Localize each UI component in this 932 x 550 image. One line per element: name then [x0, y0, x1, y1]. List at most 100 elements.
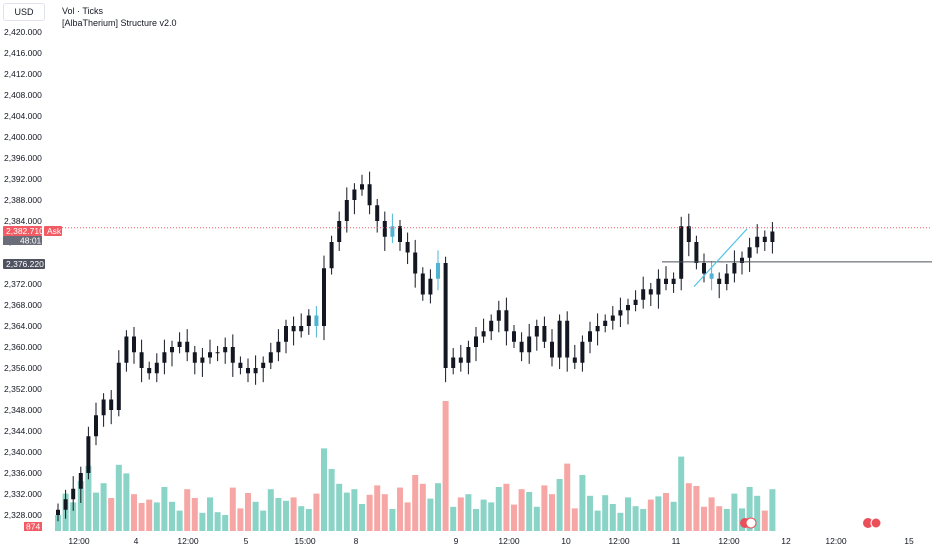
candle-body	[694, 242, 699, 263]
level-price-text: 2,376.220	[6, 259, 44, 269]
candle-body	[588, 331, 592, 342]
volume-bar	[351, 489, 358, 531]
candle-body	[428, 278, 433, 295]
volume-bar	[693, 486, 700, 531]
candle-body	[580, 341, 585, 363]
candle-body	[94, 415, 98, 437]
volume-bar	[328, 469, 335, 531]
candle-body	[86, 436, 91, 473]
time-tick-label: 12	[781, 536, 791, 546]
volume-bar	[108, 498, 115, 531]
volume-bar	[716, 506, 723, 531]
time-axis[interactable]: 12:00 4 12:00 5 15:00 8 9 12:00 10 12:00 11 12:00 12…	[68, 536, 914, 546]
candle-body	[420, 273, 425, 295]
candle-body	[63, 499, 68, 510]
countdown-badge: 48:01	[3, 236, 42, 246]
candle-body	[101, 399, 106, 416]
volume-bar	[457, 497, 464, 531]
candle-body	[208, 352, 212, 358]
time-tick-label: 12:00	[718, 536, 740, 546]
volume-bar	[754, 495, 761, 531]
price-tick-label: 2,332.000	[4, 489, 42, 499]
candle-body	[755, 236, 760, 248]
time-tick-label: 11	[672, 536, 681, 546]
candle-body	[329, 242, 334, 269]
volume-bar	[518, 489, 525, 531]
currency-button[interactable]: USD	[3, 3, 45, 21]
candle-body	[724, 273, 729, 284]
candle-body	[626, 305, 630, 311]
trendline[interactable]	[693, 228, 748, 288]
candle-body	[466, 347, 471, 363]
candle-body	[656, 278, 661, 295]
volume-bar	[442, 401, 449, 531]
candle-body	[284, 326, 288, 342]
volume-bar	[260, 510, 267, 531]
candle-body	[382, 221, 387, 237]
candle-body	[610, 315, 615, 321]
candle-body	[527, 336, 532, 353]
volume-bar	[556, 479, 563, 531]
volume-bar	[594, 510, 601, 531]
candle-body	[215, 352, 220, 354]
volume-bar	[602, 495, 609, 531]
volume-bar	[222, 515, 229, 531]
candle-body	[139, 352, 144, 368]
candle-body	[641, 289, 646, 300]
candlesticks	[56, 171, 775, 522]
candle-body	[177, 341, 182, 347]
candle-body	[519, 341, 524, 353]
candle-body	[132, 336, 136, 353]
volume-bar	[549, 494, 555, 531]
volume-bar	[663, 493, 669, 531]
price-axis[interactable]: 2,420.000 2,416.000 2,412.000 2,408.000 2,40…	[4, 27, 42, 520]
volume-bar	[412, 475, 419, 531]
candle-body	[474, 336, 478, 347]
volume-bar	[670, 501, 677, 531]
volume-bar	[305, 509, 312, 531]
volume-bar	[655, 496, 662, 531]
candle-body	[116, 362, 121, 410]
candle-body	[512, 331, 516, 342]
level-badge: 2,376.220	[3, 259, 45, 269]
candle-body	[192, 352, 197, 363]
volume-bars	[55, 401, 776, 531]
candle-body	[322, 268, 326, 326]
flag-icon[interactable]	[740, 517, 757, 529]
candle-body	[762, 236, 767, 242]
volume-bar	[252, 501, 259, 531]
volume-bar	[533, 506, 540, 531]
volume-bar	[169, 501, 175, 531]
candle-body	[603, 320, 608, 326]
volume-bar	[571, 508, 578, 531]
volume-bar	[176, 510, 183, 531]
candle-body	[595, 326, 600, 332]
price-tick-label: 2,372.000	[4, 279, 42, 289]
symbol-line: Vol · Ticks	[62, 6, 104, 16]
candle-body	[200, 357, 205, 363]
volume-bar	[579, 475, 586, 531]
candle-body	[230, 347, 235, 363]
volume-bar	[419, 483, 426, 531]
volume-bar	[587, 495, 593, 531]
candle-body	[360, 184, 364, 190]
chart-legend: Vol · Ticks [AlbaTherium] Structure v2.0	[62, 5, 177, 29]
candle-body	[489, 320, 494, 332]
candle-body	[770, 231, 775, 242]
volume-bar	[245, 493, 251, 531]
candle-body	[550, 341, 554, 358]
volume-bar	[123, 473, 130, 531]
volume-bar	[321, 448, 327, 531]
candle-body	[671, 278, 676, 284]
flag-icon[interactable]	[863, 517, 882, 529]
candle-body	[702, 263, 706, 274]
time-tick-label: 12:00	[825, 536, 847, 546]
time-tick-label: 8	[354, 536, 359, 546]
volume-bar	[93, 492, 99, 531]
indicator-line: [AlbaTherium] Structure v2.0	[62, 18, 177, 28]
candle-body	[648, 289, 653, 295]
candle-body	[78, 473, 83, 489]
candle-body	[154, 362, 159, 374]
volume-bar	[723, 509, 730, 531]
